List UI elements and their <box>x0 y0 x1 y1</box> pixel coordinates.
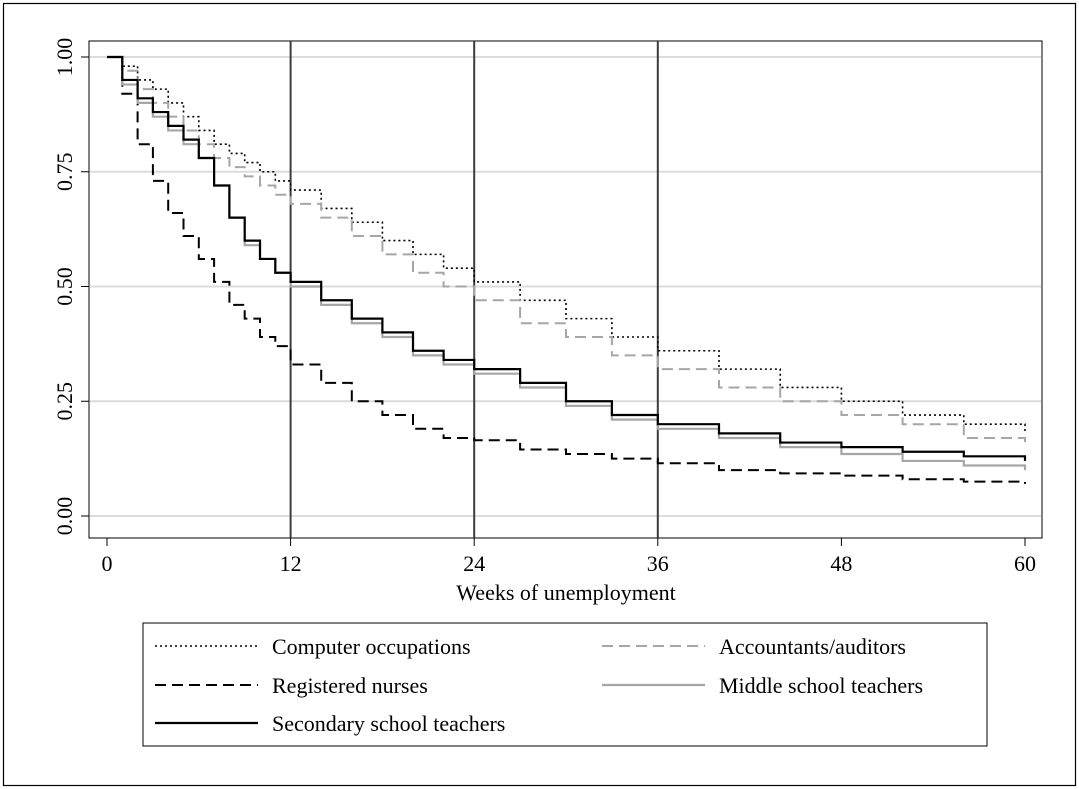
legend-box <box>142 622 988 747</box>
plot-area <box>88 40 1043 539</box>
y-tick-label: 0.25 <box>52 382 77 421</box>
legend-label: Accountants/auditors <box>719 634 906 659</box>
legend: Computer occupations Accountants/auditors… <box>142 622 988 747</box>
x-tick-label: 60 <box>1014 551 1036 576</box>
y-tick-label: 0.00 <box>52 497 77 536</box>
series-line-3 <box>107 56 1026 484</box>
y-tick-label: 0.50 <box>52 267 77 306</box>
x-tick-label: 36 <box>647 551 669 576</box>
legend-label: Middle school teachers <box>719 673 923 698</box>
legend-label: Secondary school teachers <box>272 711 505 736</box>
x-tick-label: 0 <box>102 551 113 576</box>
series-line-2 <box>107 56 1026 443</box>
x-tick-label: 24 <box>463 551 485 576</box>
series-line-5 <box>107 55 1027 461</box>
x-tick-label: 48 <box>830 551 852 576</box>
x-tick-label: 12 <box>280 551 302 576</box>
legend-label: Computer occupations <box>272 634 471 659</box>
legend-label: Registered nurses <box>272 673 428 698</box>
y-tick-label: 1.00 <box>52 38 77 77</box>
series-layer <box>107 55 1027 484</box>
axis-layer: 0.00 0.25 0.50 0.75 1.00 0 12 24 36 48 60 <box>52 38 1036 576</box>
y-tick-label: 0.75 <box>52 153 77 192</box>
legend-entries: Computer occupations Accountants/auditors… <box>155 634 923 736</box>
x-axis-label: Weeks of unemployment <box>456 580 675 605</box>
